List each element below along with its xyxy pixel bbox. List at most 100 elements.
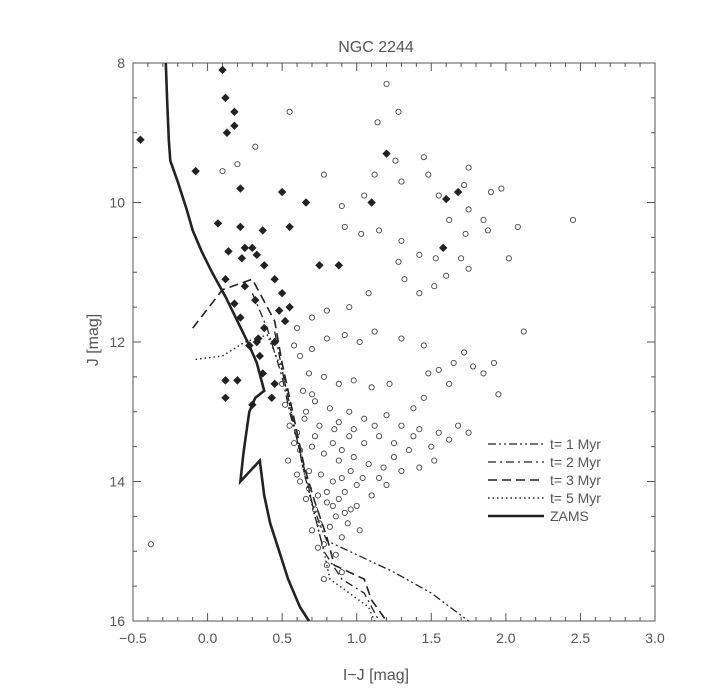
field-point — [380, 464, 387, 471]
legend-label: t= 2 Myr — [550, 454, 601, 470]
member-point — [285, 302, 294, 312]
member-point — [230, 121, 239, 130]
field-point — [335, 457, 342, 464]
series-line — [192, 278, 388, 622]
field-point — [420, 342, 427, 349]
field-point — [446, 216, 453, 223]
field-point — [311, 433, 319, 440]
field-point — [353, 502, 360, 509]
x-tick-label: −0.5 — [119, 630, 147, 646]
field-point — [465, 265, 472, 272]
field-point — [350, 454, 357, 461]
field-point — [420, 394, 427, 401]
field-point — [350, 377, 357, 384]
field-point — [469, 363, 477, 370]
field-point — [374, 119, 381, 126]
field-point — [405, 447, 412, 454]
member-point — [230, 107, 239, 117]
member-point — [274, 306, 284, 315]
field-point — [347, 467, 354, 475]
field-point — [302, 495, 310, 502]
field-point — [341, 488, 348, 496]
member-point — [270, 379, 279, 389]
field-point — [361, 415, 368, 422]
field-point — [425, 370, 432, 377]
field-point — [465, 206, 472, 213]
field-point — [386, 380, 393, 387]
plot-frame — [132, 62, 656, 622]
member-point — [221, 393, 230, 402]
field-point — [346, 433, 353, 440]
field-point — [329, 478, 336, 485]
field-point — [376, 474, 383, 482]
member-point — [240, 243, 250, 253]
field-point — [383, 412, 390, 419]
x-tick-label: 2.0 — [496, 630, 516, 646]
field-point — [398, 335, 405, 342]
field-point — [428, 443, 435, 450]
field-point — [458, 255, 465, 262]
field-point — [294, 429, 301, 436]
field-point — [498, 185, 505, 192]
field-point — [320, 450, 327, 457]
field-point — [234, 161, 241, 168]
field-point — [455, 422, 462, 429]
field-point — [291, 342, 298, 349]
field-point — [323, 307, 330, 314]
field-point — [383, 481, 390, 489]
field-point — [341, 331, 348, 339]
field-point — [376, 433, 383, 440]
field-point — [329, 440, 336, 447]
field-point — [350, 426, 357, 433]
x-tick-label: 1.0 — [347, 630, 367, 646]
field-point — [341, 223, 348, 230]
member-point — [301, 198, 311, 207]
field-point — [495, 391, 502, 398]
y-tick-label: 16 — [109, 613, 125, 629]
field-point — [480, 216, 487, 223]
field-point — [465, 429, 472, 436]
field-point — [332, 551, 339, 558]
field-point — [286, 108, 293, 115]
field-point — [347, 506, 354, 513]
y-tick-label: 14 — [109, 474, 125, 490]
field-point — [320, 576, 327, 583]
field-point — [338, 534, 345, 541]
field-point — [338, 569, 345, 576]
field-point — [446, 436, 453, 443]
member-point — [254, 334, 263, 343]
member-point — [224, 247, 233, 256]
field-point — [520, 328, 527, 335]
member-point — [260, 323, 269, 333]
series-line — [195, 334, 376, 622]
field-point — [346, 304, 353, 311]
field-point — [359, 474, 366, 482]
field-point — [308, 527, 316, 534]
field-point — [390, 440, 398, 447]
field-point — [416, 464, 423, 471]
field-point — [435, 192, 442, 199]
field-point — [487, 188, 494, 196]
field-point — [341, 509, 348, 516]
member-point — [315, 261, 324, 270]
field-point — [285, 457, 292, 464]
field-point — [490, 359, 497, 366]
field-point — [353, 481, 360, 489]
field-point — [301, 415, 308, 422]
field-point — [299, 387, 307, 394]
field-point — [361, 192, 368, 199]
field-point — [398, 422, 405, 429]
x-axis: −0.5 0.0 0.5 1.0 1.5 2.0 2.5 3.0 — [119, 63, 665, 646]
field-point — [416, 426, 423, 433]
member-point — [277, 187, 287, 197]
field-point — [432, 255, 439, 262]
field-point — [431, 283, 438, 290]
field-point — [514, 223, 521, 230]
series-line — [164, 62, 311, 622]
member-point — [280, 316, 290, 326]
field-point — [371, 328, 378, 335]
member-point — [222, 128, 232, 137]
field-point — [338, 202, 345, 210]
member-point — [236, 184, 245, 193]
